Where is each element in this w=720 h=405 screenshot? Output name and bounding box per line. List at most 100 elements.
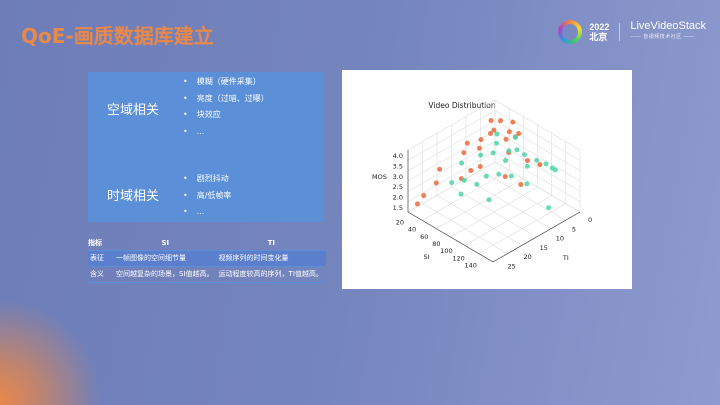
list-item: 模糊（硬件采集） [183, 74, 269, 91]
orange-data-point [421, 193, 427, 199]
mos-tick-label: 1.5 [393, 204, 403, 212]
table-cell: 运动程度较高的序列，TI值越高。 [216, 266, 326, 283]
table-row: 表征 一帧图像的空间细节量 视频序列的时间变化量 [88, 250, 326, 267]
temporal-factor-list: 剧烈抖动 高/低帧率 ... [183, 171, 232, 221]
orange-data-point [477, 164, 483, 170]
orange-data-point [524, 158, 530, 164]
list-item: 亮度（过暗、过曝） [183, 91, 269, 108]
teal-data-point [546, 205, 552, 211]
table-row: 含义 空间越复杂的场景，SI值越高。 运动程度较高的序列，TI值越高。 [88, 266, 326, 283]
si-tick-label: 20 [396, 219, 404, 227]
si-tick-label: 100 [440, 247, 452, 255]
teal-data-point [521, 152, 527, 158]
table-header: 指标 [88, 236, 114, 251]
table-cell: 视频序列的时间变化量 [216, 250, 326, 267]
table-cell: 一帧图像的空间细节量 [114, 250, 217, 267]
chart-title: Video Distribution [428, 101, 495, 110]
teal-data-point [524, 181, 530, 187]
si-tick-label: 140 [465, 261, 477, 269]
brand-tagline: —— 音视频技术社区 —— [630, 34, 695, 40]
ti-tick-label: 5 [572, 225, 576, 233]
orange-data-point [498, 118, 504, 124]
grid-line [407, 120, 496, 171]
si-axis-label: SI [424, 253, 430, 261]
orange-data-point [503, 136, 509, 142]
orange-data-point [487, 131, 493, 137]
orange-data-point [516, 130, 522, 136]
grid-line [494, 130, 581, 182]
event-logo: 2022 北京 LiveVideoStack —— 音视频技术社区 —— [558, 20, 706, 44]
slide-title: QoE-画质数据库建立 [21, 24, 214, 48]
teal-data-point [506, 148, 512, 154]
grid-line [465, 178, 552, 229]
logo-year: 2022 [589, 22, 610, 32]
si-tick-label: 40 [408, 226, 416, 234]
grid-line [480, 170, 566, 221]
teal-data-point [490, 150, 496, 156]
table-header: SI [114, 236, 217, 251]
teal-data-point [513, 134, 519, 140]
orange-data-point [518, 181, 524, 187]
orange-data-point [476, 145, 482, 151]
teal-data-point [459, 160, 465, 166]
teal-data-point [508, 173, 514, 179]
orange-data-point [464, 140, 470, 146]
logo-city: 北京 [589, 32, 608, 42]
teal-data-point [478, 152, 484, 158]
ti-tick-label: 20 [524, 253, 532, 261]
ti-tick-label: 0 [588, 216, 592, 224]
table-header: TI [216, 236, 326, 251]
ti-tick-label: 10 [556, 235, 564, 243]
si-ti-table: 指标 SI TI 表征 一帧图像的空间细节量 视频序列的时间变化量 含义 空间越复杂的场景… [88, 236, 326, 283]
grid-line [494, 151, 581, 202]
grid-line [494, 110, 581, 161]
table-cell: 空间越复杂的场景，SI值越高。 [114, 266, 217, 283]
teal-data-point [461, 177, 467, 183]
grid-line [494, 161, 581, 213]
teal-data-point [474, 181, 480, 187]
list-item: ... [183, 204, 231, 221]
si-tick-label: 60 [420, 233, 428, 241]
table-cell: 含义 [88, 266, 114, 283]
orange-data-point [506, 129, 512, 135]
teal-data-point [494, 131, 500, 137]
grid-line [494, 120, 581, 171]
ti-tick-label: 15 [540, 244, 548, 252]
orange-data-point [478, 137, 484, 143]
teal-data-point [514, 147, 520, 153]
si-tick-label: 80 [432, 240, 440, 248]
ti-tick-label: 25 [507, 262, 515, 270]
teal-data-point [534, 157, 540, 163]
teal-data-point [483, 173, 489, 179]
teal-data-point [543, 161, 549, 167]
category-temporal: 时域相关 [107, 189, 160, 204]
orange-data-point [433, 180, 439, 186]
grid-line [407, 151, 496, 202]
orange-data-point [437, 166, 443, 172]
mos-tick-label: 3.5 [393, 163, 403, 171]
teal-data-point [449, 180, 455, 186]
mos-axis-label: MOS [372, 173, 387, 181]
si-axis-line [407, 211, 494, 263]
brand-name: LiveVideoStack [630, 20, 706, 32]
teal-data-point [494, 140, 500, 146]
grid-line [407, 110, 496, 161]
ti-axis-line [492, 211, 581, 263]
grid-line [436, 195, 523, 246]
factors-panel: 空域相关 模糊（硬件采集） 亮度（过暗、过曝） 块效应 ... 时域相关 剧烈抖… [88, 72, 324, 222]
orange-data-point [537, 162, 543, 168]
spatial-factor-list: 模糊（硬件采集） 亮度（过暗、过曝） 块效应 ... [183, 74, 269, 140]
grid-line [407, 99, 496, 151]
list-item: 高/低帧率 [183, 188, 232, 205]
mos-tick-label: 4.0 [393, 152, 403, 160]
teal-data-point [552, 167, 558, 173]
category-spatial: 空域相关 [107, 103, 160, 118]
table-cell: 表征 [88, 250, 114, 267]
video-distribution-chart: Video Distribution 20 40 60 80 100 120 140 0 5 10… [342, 70, 632, 289]
orange-data-point [414, 201, 420, 207]
orange-data-point [468, 168, 474, 174]
conference-logo-icon [558, 20, 583, 44]
teal-data-point [524, 163, 530, 169]
list-item: 剧烈抖动 [183, 171, 231, 188]
